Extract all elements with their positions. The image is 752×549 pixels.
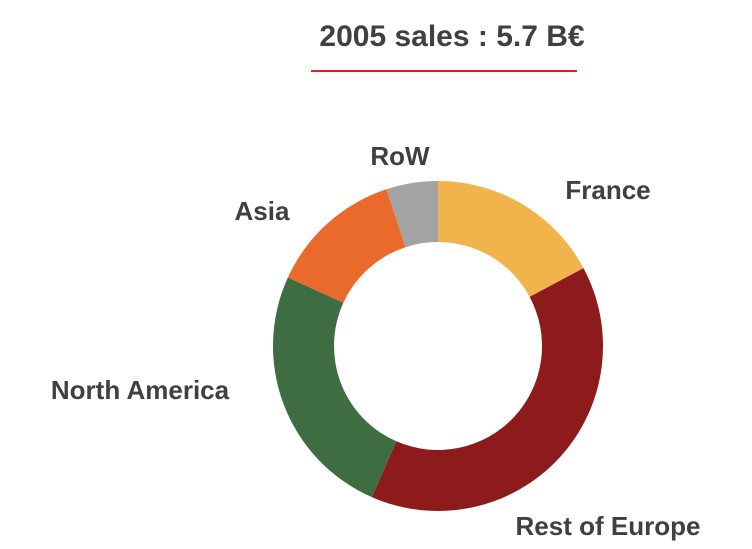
segment-label: Rest of Europe <box>516 511 701 541</box>
donut-segment <box>287 189 406 303</box>
donut-segment <box>386 181 438 248</box>
donut-segment <box>438 181 584 297</box>
segment-label: North America <box>51 375 230 405</box>
donut-segment <box>272 277 397 498</box>
donut-segment <box>371 268 603 511</box>
segment-label: France <box>565 175 650 205</box>
segment-label: Asia <box>235 196 290 226</box>
segment-label: RoW <box>370 141 430 171</box>
chart-title: 2005 sales : 5.7 B€ <box>319 20 585 53</box>
